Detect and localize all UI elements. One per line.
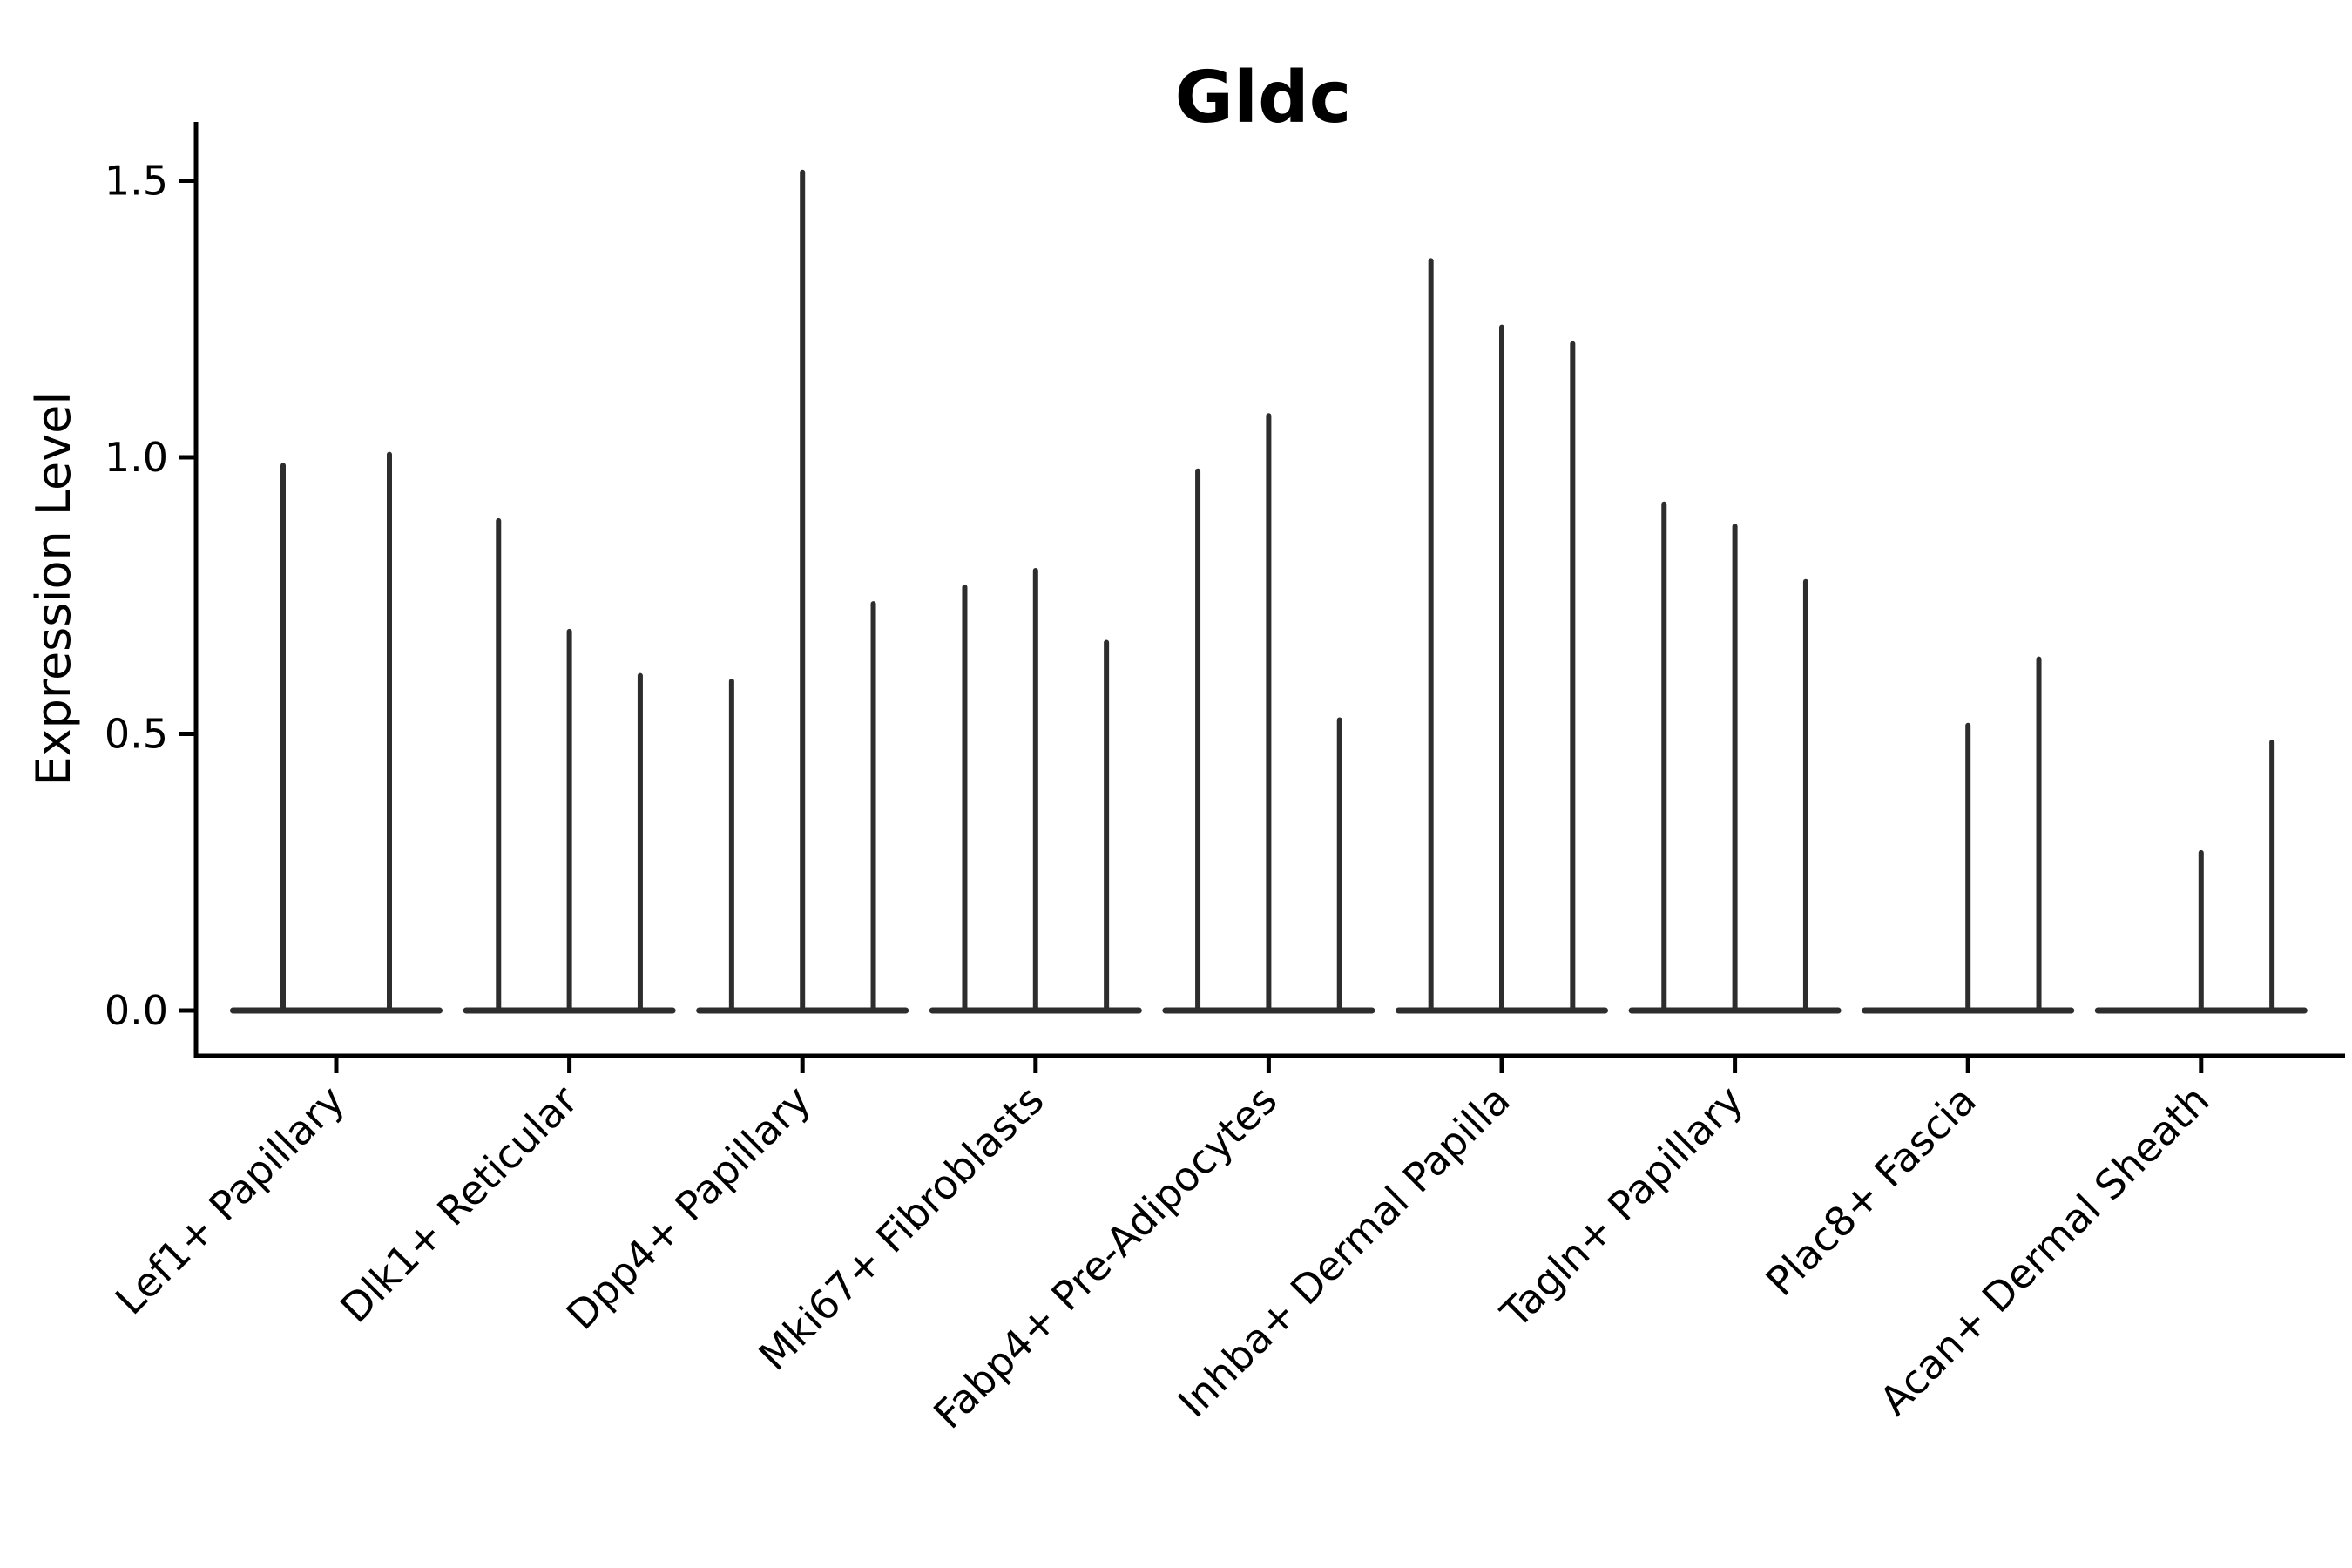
violin-spike <box>870 601 876 1010</box>
violin-spike <box>1428 258 1434 1010</box>
y-tick-label: 1.0 <box>105 434 168 481</box>
violin-spike <box>2269 739 2275 1010</box>
violin-spike <box>566 628 572 1010</box>
violin-spike <box>800 169 806 1011</box>
violin-baseline <box>230 1007 443 1014</box>
chart-title: Gldc <box>1175 57 1352 139</box>
violin-spike <box>2036 656 2042 1010</box>
x-tick-label: Lef1+ Papillary <box>106 1077 354 1324</box>
y-tick-label: 1.5 <box>105 158 168 205</box>
violin-spike <box>1104 639 1110 1010</box>
violin-spike <box>280 463 286 1010</box>
violin-spike <box>1802 578 1808 1010</box>
violin-spike <box>728 679 734 1010</box>
violin-spike <box>1336 717 1342 1010</box>
violin-spike <box>1195 468 1201 1010</box>
violin-spike <box>962 585 968 1010</box>
violin-spike <box>1661 501 1667 1010</box>
violin-baseline <box>1628 1007 1842 1014</box>
violin-baseline <box>696 1007 909 1014</box>
x-tick-label: Dpp4+ Papillary <box>558 1077 820 1339</box>
violin-spike <box>1570 341 1576 1010</box>
violin-spike <box>1032 568 1038 1010</box>
violin-spike <box>1266 413 1272 1010</box>
violin-spike <box>1732 524 1738 1010</box>
x-tick-label: Dlk1+ Reticular <box>331 1077 586 1332</box>
violin-spike <box>1965 722 1971 1010</box>
violin-spike <box>1499 324 1504 1011</box>
violin-spike <box>637 672 643 1010</box>
x-tick-label: Tagln+ Papillary <box>1491 1077 1753 1338</box>
violin-spike <box>387 451 392 1010</box>
y-tick-label: 0.0 <box>105 987 168 1034</box>
violin-spike <box>2198 849 2204 1010</box>
violin-spike <box>496 517 502 1010</box>
y-axis-label: Expression Level <box>26 392 81 787</box>
x-tick-label: Plac8+ Fascia <box>1757 1077 1985 1305</box>
y-tick-label: 0.5 <box>105 711 168 758</box>
